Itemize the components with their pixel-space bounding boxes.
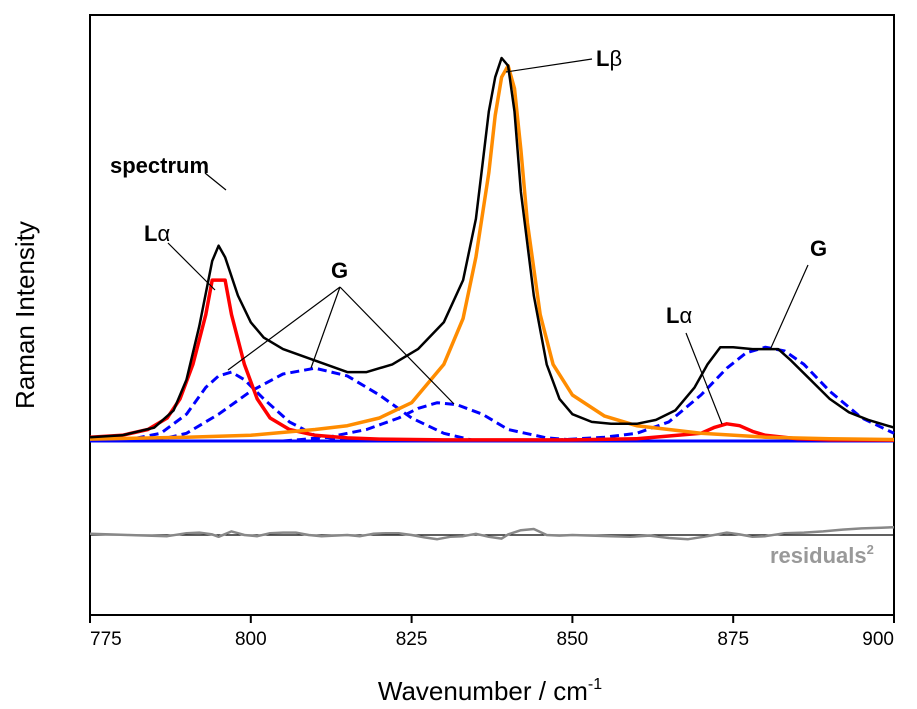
x-tick-label: 825 [396, 629, 428, 650]
leader-g-3 [339, 286, 455, 405]
x-axis-title: Wavenumber / cm-1 [378, 676, 602, 706]
leader-g-1 [227, 286, 341, 371]
label-l-alpha-right: Lα [666, 303, 692, 328]
series-g-band-line [121, 370, 348, 443]
label-residuals: residuals2 [770, 542, 874, 568]
series-l-alpha-line [89, 278, 895, 442]
label-spectrum: spectrum [110, 153, 209, 178]
series-l-beta-line [89, 63, 895, 442]
x-tick-label: 850 [557, 629, 589, 650]
plot-frame [89, 14, 895, 616]
leader-g-2 [310, 286, 341, 369]
label-l-alpha-left-greek: α [157, 221, 170, 246]
x-tick-label: 800 [235, 629, 267, 650]
x-axis-ticks: 775 800 825 850 875 900 [89, 615, 895, 650]
label-residuals-superscript: 2 [867, 542, 874, 557]
leader-g-right [769, 264, 809, 351]
label-g-left: G [331, 258, 348, 283]
leader-l-beta [505, 58, 593, 73]
x-axis-title-text: Wavenumber / cm [378, 676, 588, 706]
residuals-line [89, 525, 895, 541]
series-spectrum-line [89, 56, 895, 439]
x-tick-label: 775 [90, 629, 122, 650]
leader-l-alpha-left [167, 242, 216, 291]
label-l-alpha-right-l: L [666, 303, 679, 328]
annotation-leaders [167, 58, 809, 425]
label-l-alpha-left: Lα [144, 221, 170, 246]
label-l-beta-l: L [596, 46, 609, 71]
leader-l-alpha-right [685, 332, 723, 425]
series-layer [89, 56, 895, 541]
y-axis-title: Raman Intensity [10, 221, 40, 409]
label-l-alpha-left-l: L [144, 221, 157, 246]
series-g-band-line [282, 401, 586, 443]
label-l-beta: Lβ [596, 46, 622, 71]
x-tick-label: 900 [862, 629, 894, 650]
x-tick-label: 875 [717, 629, 749, 650]
x-axis-title-superscript: -1 [588, 676, 602, 693]
label-l-beta-greek: β [609, 46, 622, 71]
label-residuals-text: residuals [770, 543, 867, 568]
label-l-alpha-right-greek: α [679, 303, 692, 328]
series-g-band-line [153, 366, 477, 443]
leader-spectrum [204, 172, 227, 191]
label-g-right: G [810, 236, 827, 261]
